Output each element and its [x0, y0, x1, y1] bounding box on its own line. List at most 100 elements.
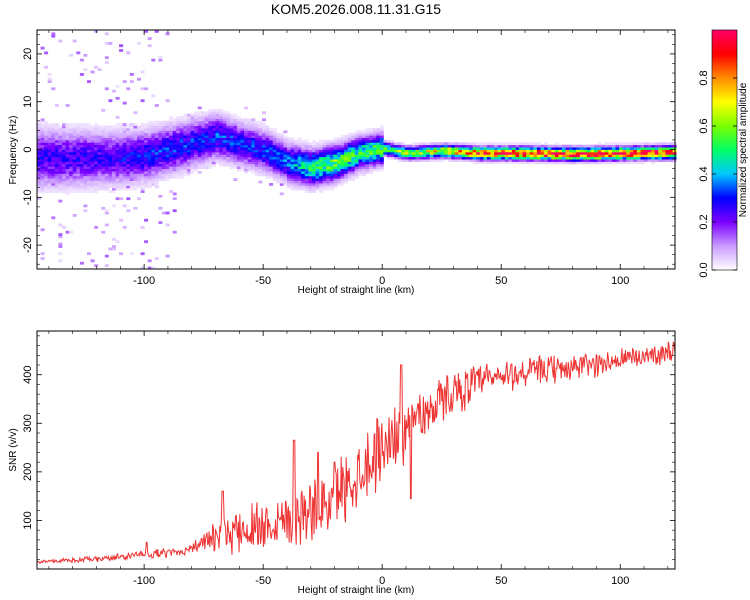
spectrogram-cell [94, 226, 99, 229]
snr-y-axis-label: SNR (v/v) [8, 428, 19, 471]
spectrogram-cell [372, 144, 377, 148]
spectrogram-cell [119, 149, 124, 153]
spectrogram-cell [137, 161, 141, 165]
spectrogram-cell [369, 154, 374, 158]
spectrogram-cell [436, 159, 441, 162]
spectrogram-cell [358, 173, 363, 177]
spectrogram-cell [233, 125, 238, 129]
spectrogram-cell [340, 147, 345, 150]
spectrogram-cell [244, 128, 249, 131]
spectrogram-cell [508, 147, 513, 150]
spectrogram-cell [472, 151, 477, 155]
spectrogram-cell [422, 144, 427, 148]
spectrogram-cell [154, 168, 159, 172]
spectrogram-cell [165, 254, 170, 258]
spectrogram-cell [112, 245, 116, 248]
spectrogram-cell [461, 156, 466, 160]
spectrogram-cell [269, 142, 274, 146]
spectrogram-cell [226, 144, 231, 148]
spectrogram-cell [419, 159, 424, 162]
spectrogram-cell [611, 154, 616, 158]
spectrogram-cell [176, 137, 181, 141]
spectrogram-cell [215, 113, 220, 117]
spectrogram-cell [254, 128, 259, 131]
spectrogram-cell [654, 147, 659, 150]
spectrogram-cell [51, 180, 56, 184]
spectrogram-cell [133, 180, 138, 184]
spectrogram-cell [279, 180, 284, 184]
spectrogram-cell [233, 139, 238, 143]
spectrogram-cell [94, 161, 99, 165]
spectrogram-cell [97, 178, 102, 181]
spectrogram-cell [194, 113, 199, 117]
spectrogram-cell [97, 187, 102, 191]
spectrogram-cell [62, 128, 66, 131]
spectrogram-cell [265, 163, 270, 167]
spectrogram-cell [301, 173, 306, 177]
spectrogram-cell [190, 116, 195, 119]
spectrogram-cell [283, 183, 288, 186]
spectrogram-cell [79, 171, 84, 174]
spectrogram-cell [154, 163, 159, 167]
spectrogram-cell [137, 137, 141, 141]
spectrogram-cell [129, 73, 134, 76]
spectrogram-cell [636, 159, 641, 162]
spectrogram-cell [658, 142, 663, 146]
spectrogram-cell [76, 135, 81, 138]
spectrogram-cell [508, 149, 513, 153]
spectrogram-cell [554, 147, 559, 150]
spectrogram-cell [119, 168, 124, 172]
spectrogram-cell [254, 130, 259, 134]
spectrogram-cell [508, 161, 513, 165]
spectrogram-cell [226, 137, 231, 141]
spectrogram-cell [301, 168, 306, 172]
spectrogram-cell [601, 147, 606, 150]
spectrogram-cell [411, 154, 416, 158]
spectrogram-cell [44, 183, 49, 186]
spectrogram-cell [69, 159, 74, 162]
spectrogram-cell [104, 135, 109, 138]
spectrogram-cell [133, 139, 138, 143]
spectrogram-cell [262, 144, 266, 148]
spectrogram-cell [451, 159, 456, 162]
spectrogram-cell [187, 144, 191, 148]
spectrogram-cell [208, 135, 213, 138]
spectrogram-cell [133, 123, 138, 126]
spectrogram-cell [90, 183, 95, 186]
spectrogram-cell [119, 197, 124, 201]
spectrogram-cell [112, 187, 116, 191]
spectrogram-cell [44, 159, 49, 162]
spectrogram-cell [154, 137, 159, 141]
spectrogram-cell [72, 180, 77, 184]
spectrogram-cell [536, 149, 541, 153]
spectrogram-cell [404, 144, 409, 148]
spectrogram-cell [344, 163, 349, 167]
spectrogram-cell [126, 197, 131, 201]
spectrogram-cell [287, 159, 291, 162]
spectrogram-cell [58, 173, 63, 177]
spectrogram-cell [122, 175, 127, 179]
spectrogram-cell [51, 147, 56, 150]
colorbar-gradient [711, 29, 738, 271]
spectrogram-cell [369, 159, 374, 162]
spectrogram-cell [165, 178, 170, 181]
spectrogram-cell [219, 159, 224, 162]
spectrogram-cell [572, 156, 577, 160]
spectrogram-cell [147, 259, 152, 263]
spectrogram-cell [351, 154, 356, 158]
spectrogram-cell [222, 118, 227, 122]
spectrogram-cell [108, 183, 113, 186]
spectrogram-cell [294, 142, 299, 146]
spectrogram-cell [87, 175, 91, 179]
spectrogram-cell [647, 144, 652, 148]
spectrogram-cell [597, 144, 602, 148]
spectrogram-cell [533, 161, 538, 165]
spectrogram-cell [169, 139, 174, 143]
spectrogram-cell [440, 142, 445, 146]
spectrogram-cell [237, 156, 241, 160]
spectrogram-cell [322, 175, 327, 179]
spectrogram-cell [183, 147, 188, 150]
spectrogram-cell [583, 161, 588, 165]
spectrogram-cell [558, 147, 563, 150]
spectrogram-cell [65, 154, 70, 158]
